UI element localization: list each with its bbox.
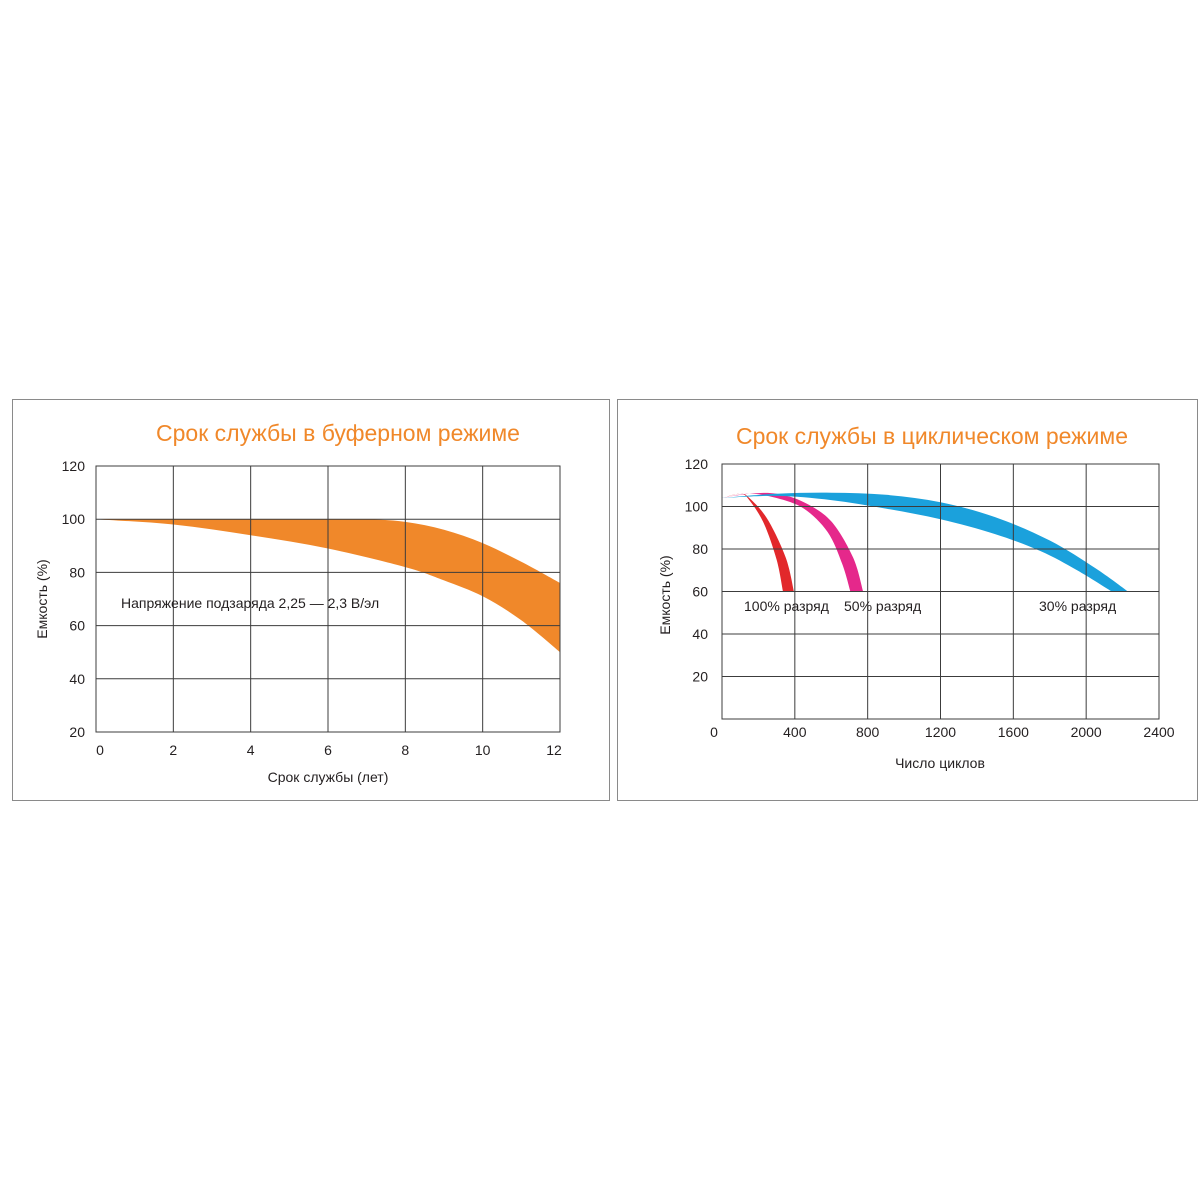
x-tick-label: 1600 bbox=[998, 724, 1029, 740]
cyclic-life-chart-panel: Срок службы в циклическом режиме 0 400 800… bbox=[617, 399, 1198, 801]
plot-frame bbox=[95, 465, 561, 733]
chart-title: Срок службы в циклическом режиме bbox=[736, 423, 1128, 449]
y-tick-label: 60 bbox=[69, 618, 85, 634]
cyclic-life-chart: Срок службы в циклическом режиме 0 400 800… bbox=[657, 423, 1175, 771]
x-axis-label: Число циклов bbox=[895, 755, 985, 771]
y-axis-label: Емкость (%) bbox=[34, 559, 50, 638]
x-tick-label: 400 bbox=[783, 724, 807, 740]
series-label: 30% разряд bbox=[1039, 598, 1116, 614]
y-tick-label: 80 bbox=[69, 564, 85, 580]
x-tick-label: 0 bbox=[710, 724, 718, 740]
series-band-100-percent bbox=[722, 493, 794, 592]
x-tick-label: 4 bbox=[247, 742, 255, 758]
y-tick-label: 40 bbox=[692, 626, 708, 642]
x-tick-label: 10 bbox=[475, 742, 491, 758]
charge-voltage-annotation: Напряжение подзаряда 2,25 — 2,3 В/эл bbox=[121, 595, 379, 611]
x-tick-label: 12 bbox=[546, 742, 562, 758]
x-tick-label: 2400 bbox=[1143, 724, 1174, 740]
series-band-0 bbox=[96, 519, 560, 653]
series-band-30-percent bbox=[722, 492, 1128, 592]
series-label: 50% разряд bbox=[844, 598, 921, 614]
x-tick-label: 800 bbox=[856, 724, 880, 740]
buffer-life-chart: Срок службы в буферном режиме 0 2 4 6 8 10 12 2… bbox=[34, 420, 562, 785]
x-tick-label: 0 bbox=[96, 742, 104, 758]
buffer-life-chart-panel: Срок службы в буферном режиме 0 2 4 6 8 10 12 2… bbox=[12, 399, 610, 801]
y-tick-label: 20 bbox=[69, 724, 85, 740]
y-tick-label: 120 bbox=[685, 456, 709, 472]
series-label: 100% разряд bbox=[744, 598, 829, 614]
y-axis-label: Емкость (%) bbox=[657, 555, 673, 634]
y-tick-label: 100 bbox=[685, 499, 709, 515]
x-tick-label: 6 bbox=[324, 742, 332, 758]
x-tick-label: 2 bbox=[169, 742, 177, 758]
series-band-50-percent bbox=[722, 492, 864, 592]
y-tick-label: 60 bbox=[692, 584, 708, 600]
y-tick-label: 20 bbox=[692, 669, 708, 685]
x-tick-label: 8 bbox=[401, 742, 409, 758]
y-tick-label: 120 bbox=[62, 458, 86, 474]
y-tick-label: 40 bbox=[69, 671, 85, 687]
x-axis-label: Срок службы (лет) bbox=[268, 769, 389, 785]
y-tick-label: 80 bbox=[692, 541, 708, 557]
chart-title: Срок службы в буферном режиме bbox=[156, 420, 520, 446]
x-tick-label: 2000 bbox=[1071, 724, 1102, 740]
plot-frame bbox=[721, 463, 1160, 720]
y-tick-label: 100 bbox=[62, 511, 86, 527]
x-tick-label: 1200 bbox=[925, 724, 956, 740]
